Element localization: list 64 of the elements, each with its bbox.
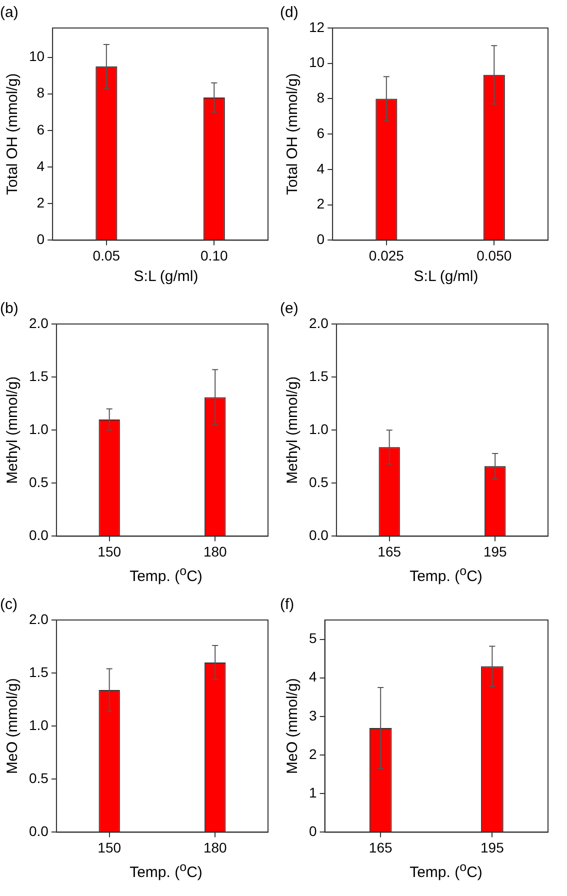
y-axis-title: MeO (mmol/g) — [4, 678, 22, 774]
y-tick-label: 2.0 — [308, 314, 329, 331]
y-tick-label: 8 — [36, 84, 45, 101]
y-axis-title: Methyl (mmol/g) — [284, 376, 302, 484]
x-axis-title: S:L (g/ml) — [132, 268, 200, 285]
y-tick-label: 0.0 — [308, 527, 329, 544]
y-tick-label: 1.5 — [308, 368, 329, 384]
chart-title: (b) — [0, 300, 18, 318]
y-tick-label: 0.5 — [28, 474, 49, 490]
y-tick-label: 1.5 — [28, 664, 49, 680]
y-tick-label: 12 — [308, 18, 325, 35]
y-tick-label: 0.0 — [28, 823, 49, 840]
y-tick-label: 0.5 — [308, 474, 329, 490]
y-tick-label: 2.0 — [28, 610, 49, 627]
x-tick-label: 165 — [378, 543, 402, 560]
x-axis-title: Temp. ($^{o}$C) — [408, 564, 484, 585]
x-tick-label: 180 — [203, 839, 228, 856]
y-tick-label: 4 — [36, 158, 45, 174]
y-tick-label: 1 — [308, 784, 317, 800]
chart-title: (f) — [280, 596, 294, 614]
y-tick-label: 0 — [308, 823, 317, 840]
y-tick-label: 6 — [316, 124, 325, 141]
y-tick-label: 0 — [36, 231, 45, 248]
x-tick-label: 195 — [480, 839, 504, 856]
x-tick-label: 195 — [483, 543, 508, 560]
y-tick-label: 0.5 — [28, 770, 49, 786]
y-tick-label: 1.0 — [28, 420, 49, 437]
x-axis-title: Temp. ($^{o}$C) — [128, 564, 204, 585]
y-tick-label: 4 — [316, 160, 325, 176]
x-tick-label: 180 — [203, 543, 228, 560]
y-tick-label: 10 — [308, 54, 325, 70]
y-tick-label: 6 — [36, 121, 45, 138]
y-tick-label: 1.0 — [308, 420, 329, 437]
y-tick-label: 5 — [308, 630, 317, 646]
x-tick-label: 0.050 — [476, 247, 512, 264]
y-tick-label: 8 — [316, 90, 325, 106]
x-axis-title: Temp. ($^{o}$C) — [408, 860, 484, 881]
chart-title: (d) — [280, 4, 298, 22]
y-tick-label: 1.0 — [28, 716, 49, 733]
x-tick-label: 0.05 — [92, 247, 120, 264]
x-tick-label: 150 — [98, 839, 122, 856]
y-tick-label: 2.0 — [28, 314, 49, 331]
x-tick-label: 150 — [98, 543, 122, 560]
y-tick-label: 0.0 — [28, 527, 49, 544]
y-tick-label: 4 — [308, 668, 317, 685]
y-axis-title: Methyl (mmol/g) — [4, 376, 22, 484]
x-axis-title: Temp. ($^{o}$C) — [128, 860, 204, 881]
y-tick-label: 3 — [308, 707, 317, 724]
chart-title: (a) — [0, 4, 18, 22]
y-axis-title: MeO (mmol/g) — [284, 678, 302, 774]
y-tick-label: 0 — [316, 231, 325, 248]
chart-title: (c) — [0, 596, 18, 614]
y-axis-title: Total OH (mmol/g) — [284, 73, 302, 195]
y-tick-label: 10 — [28, 48, 45, 64]
y-tick-label: 2 — [308, 746, 317, 762]
y-axis-title: Total OH (mmol/g) — [4, 73, 22, 195]
y-tick-label: 2 — [316, 196, 325, 212]
x-tick-label: 0.025 — [368, 247, 404, 264]
chart-title: (e) — [280, 300, 298, 318]
x-axis-title: S:L (g/ml) — [412, 268, 480, 285]
x-tick-label: 0.10 — [200, 247, 228, 264]
y-tick-label: 2 — [36, 194, 45, 210]
y-tick-label: 1.5 — [28, 368, 49, 384]
x-tick-label: 165 — [368, 839, 392, 856]
